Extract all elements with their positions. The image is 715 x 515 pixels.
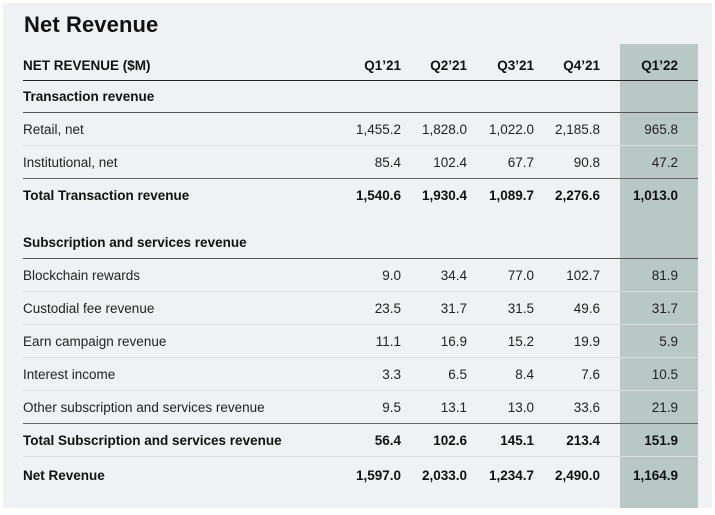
cell-value: 15.2	[467, 324, 534, 358]
row-label: Blockchain rewards	[23, 258, 345, 292]
header-q1-22: Q1’22	[600, 50, 698, 81]
total-row-transaction: Total Transaction revenue 1,540.6 1,930.…	[23, 179, 698, 212]
section-header-transaction: Transaction revenue	[23, 80, 698, 113]
cell-value: 13.0	[467, 390, 534, 424]
header-q2-21: Q2’21	[401, 50, 467, 81]
cell-value: 102.6	[401, 423, 467, 457]
cell-value: 1,089.7	[488, 187, 534, 203]
cell-value: 2,185.8	[534, 112, 600, 146]
cell-value: 81.9	[600, 258, 698, 292]
table-row: Earn campaign revenue 11.1 16.9 15.2 19.…	[23, 324, 698, 358]
header-q4-21: Q4’21	[534, 50, 600, 81]
table-header-row: NET REVENUE ($M) Q1’21 Q2’21 Q3’21 Q4’21…	[23, 50, 698, 81]
cell-value: 145.1	[467, 423, 534, 457]
cell-value: 965.8	[600, 112, 698, 146]
section-label: Subscription and services revenue	[23, 227, 698, 259]
cell-value: 47.2	[600, 145, 698, 179]
cell-value: 9.0	[345, 258, 401, 292]
cell-value: 1,540.6	[355, 187, 401, 203]
cell-value: 67.7	[467, 145, 534, 179]
cell-value: 3.3	[345, 357, 401, 391]
cell-value: 5.9	[600, 324, 698, 358]
row-label: Earn campaign revenue	[23, 324, 345, 358]
net-revenue-table: NET REVENUE ($M) Q1’21 Q2’21 Q3’21 Q4’21…	[23, 50, 698, 493]
row-label: Total Transaction revenue	[23, 187, 190, 203]
table-row: Retail, net 1,455.2 1,828.0 1,022.0 2,18…	[23, 112, 698, 146]
cell-value: 1,022.0	[467, 112, 534, 146]
cell-value: 7.6	[534, 357, 600, 391]
cell-value: 33.6	[534, 390, 600, 424]
cell-value: 10.5	[600, 357, 698, 391]
cell-value: 34.4	[401, 258, 467, 292]
total-row-subscription: Total Subscription and services revenue …	[23, 423, 698, 457]
header-q1-21: Q1’21	[345, 50, 401, 81]
table-row: Other subscription and services revenue …	[23, 390, 698, 424]
cell-value: 23.5	[345, 291, 401, 325]
section-label: Transaction revenue	[23, 80, 698, 113]
cell-value: 102.4	[401, 145, 467, 179]
row-label: Retail, net	[23, 112, 345, 146]
cell-value: 9.5	[345, 390, 401, 424]
spacer-row	[23, 211, 698, 227]
table-row: Custodial fee revenue 23.5 31.7 31.5 49.…	[23, 291, 698, 325]
header-label: NET REVENUE ($M)	[23, 50, 345, 81]
row-label: Total Subscription and services revenue	[23, 423, 345, 457]
cell-value: 2,033.0	[421, 467, 467, 483]
cell-value: 1,234.7	[488, 467, 534, 483]
cell-value: 31.7	[600, 291, 698, 325]
row-label: Net Revenue	[23, 467, 105, 483]
cell-value: 1,013.0	[632, 187, 678, 203]
cell-value: 213.4	[534, 423, 600, 457]
cell-value: 1,455.2	[345, 112, 401, 146]
cell-value: 19.9	[534, 324, 600, 358]
cell-value: 151.9	[600, 423, 698, 457]
cell-value: 1,930.4	[421, 187, 467, 203]
net-revenue-row: Net Revenue 1,597.0 2,033.0 1,234.7 2,49…	[23, 457, 698, 494]
cell-value: 6.5	[401, 357, 467, 391]
page-title: Net Revenue	[24, 12, 159, 37]
cell-value: 31.7	[401, 291, 467, 325]
cell-value: 2,490.0	[554, 467, 600, 483]
cell-value: 21.9	[600, 390, 698, 424]
cell-value: 77.0	[467, 258, 534, 292]
table-row: Blockchain rewards 9.0 34.4 77.0 102.7 8…	[23, 258, 698, 292]
section-header-subscription: Subscription and services revenue	[23, 227, 698, 259]
row-label: Custodial fee revenue	[23, 291, 345, 325]
cell-value: 102.7	[534, 258, 600, 292]
cell-value: 1,828.0	[401, 112, 467, 146]
cell-value: 31.5	[467, 291, 534, 325]
header-q3-21: Q3’21	[467, 50, 534, 81]
table-row: Institutional, net 85.4 102.4 67.7 90.8 …	[23, 145, 698, 179]
row-label: Institutional, net	[23, 145, 345, 179]
cell-value: 13.1	[401, 390, 467, 424]
row-label: Other subscription and services revenue	[23, 390, 345, 424]
cell-value: 56.4	[345, 423, 401, 457]
cell-value: 1,597.0	[355, 467, 401, 483]
cell-value: 11.1	[345, 324, 401, 358]
cell-value: 85.4	[345, 145, 401, 179]
cell-value: 1,164.9	[632, 467, 678, 483]
cell-value: 8.4	[467, 357, 534, 391]
table-row: Interest income 3.3 6.5 8.4 7.6 10.5	[23, 357, 698, 391]
cell-value: 49.6	[534, 291, 600, 325]
row-label: Interest income	[23, 357, 345, 391]
cell-value: 2,276.6	[554, 187, 600, 203]
cell-value: 16.9	[401, 324, 467, 358]
cell-value: 90.8	[534, 145, 600, 179]
